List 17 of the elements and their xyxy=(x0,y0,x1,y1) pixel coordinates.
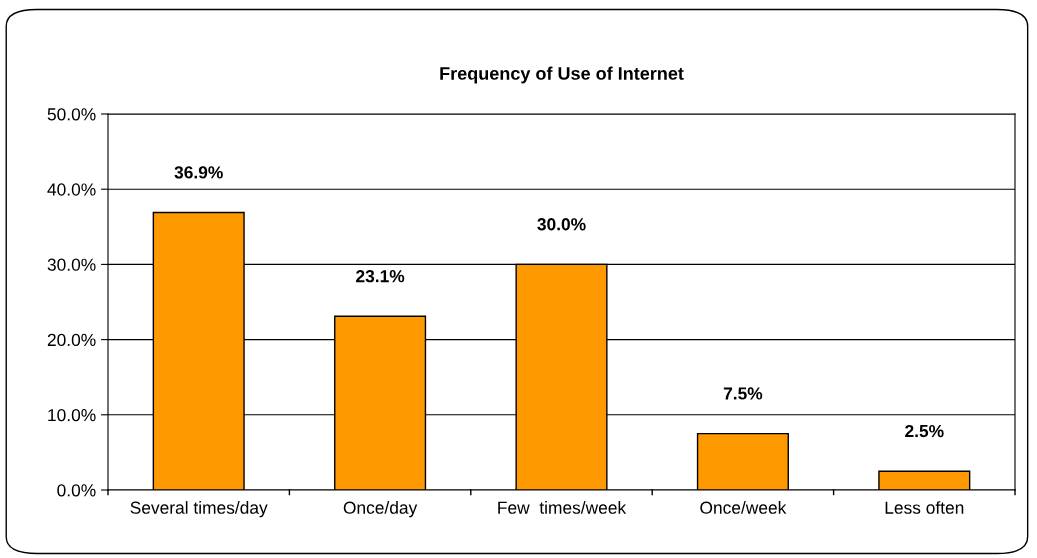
y-tick-label: 0.0% xyxy=(57,484,96,497)
y-tick-label: 20.0% xyxy=(47,333,96,347)
data-label: 23.1% xyxy=(356,270,405,283)
data-label: 7.5% xyxy=(723,387,763,400)
y-tick-label: 40.0% xyxy=(47,183,96,196)
y-tick-label: 50.0% xyxy=(47,108,96,121)
y-tick-label: 10.0% xyxy=(48,408,96,422)
y-tick-label: 30.0% xyxy=(47,258,96,271)
x-tick-label: Few times/week xyxy=(498,501,627,514)
chart-title: Frequency of Use of Internet xyxy=(440,66,684,84)
data-label: 2.5% xyxy=(905,424,944,438)
x-tick-label: Once/week xyxy=(700,501,787,514)
x-tick-label: Less often xyxy=(885,501,964,514)
x-tick-label: Once/day xyxy=(343,501,418,518)
data-label: 30.0% xyxy=(537,218,586,231)
data-label: 36.9% xyxy=(174,166,223,179)
x-tick-label: Several times/day xyxy=(130,501,268,518)
